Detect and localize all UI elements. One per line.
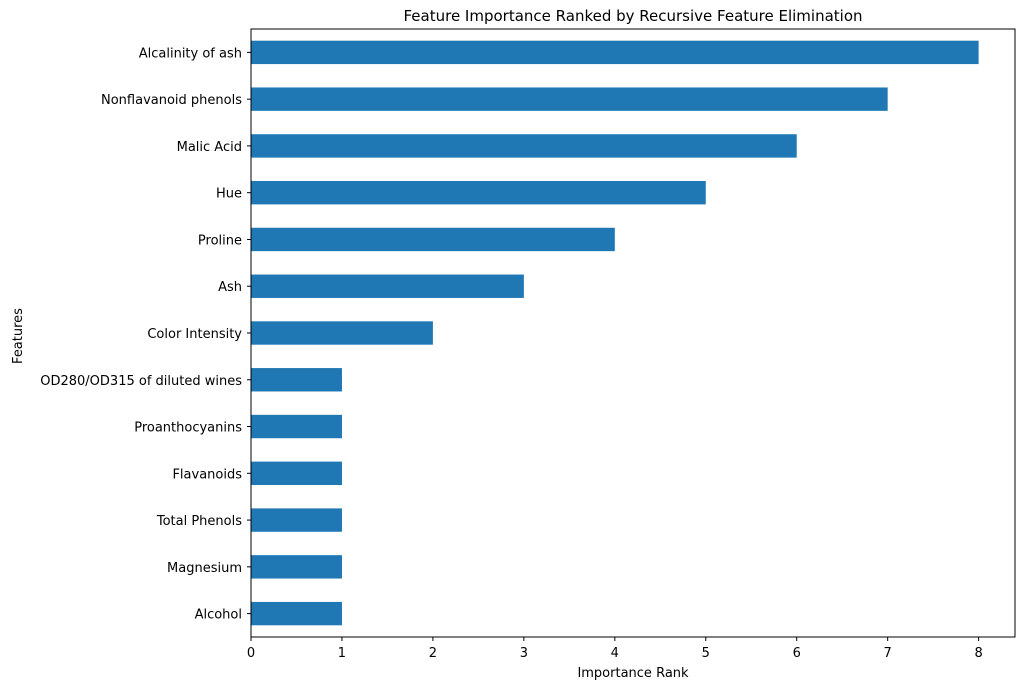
y-tick-label-alcohol: Alcohol — [195, 608, 242, 623]
y-tick-label-flavanoids: Flavanoids — [172, 467, 242, 482]
bar-proanthocyanins — [251, 414, 342, 439]
plot-frame — [250, 28, 1016, 638]
y-tick-label-color-intensity: Color Intensity — [147, 327, 242, 342]
x-tick-label-8: 8 — [974, 646, 982, 661]
bar-alcalinity-of-ash — [251, 40, 979, 65]
x-tick-label-3: 3 — [520, 646, 528, 661]
bar-malic-acid — [251, 134, 797, 158]
y-tick-label-od280-od315-of-diluted-wines: OD280/OD315 of diluted wines — [40, 374, 242, 389]
bar-proline — [251, 227, 615, 252]
bar-color-intensity — [251, 321, 433, 345]
y-tick-label-proline: Proline — [198, 233, 242, 248]
x-tick-label-1: 1 — [338, 646, 346, 661]
y-tick-label-hue: Hue — [216, 187, 242, 202]
x-axis-ticks: 0 1 2 3 4 5 6 7 8 — [247, 637, 983, 661]
bar-flavanoids — [251, 461, 342, 485]
x-tick-label-2: 2 — [429, 646, 437, 661]
bar-od280-od315-of-diluted-wines — [251, 368, 342, 392]
y-axis-label: Features — [11, 308, 26, 364]
x-axis-label: Importance Rank — [577, 666, 689, 681]
y-tick-label-total-phenols: Total Phenols — [156, 514, 242, 529]
bar-hue — [251, 181, 706, 205]
bar-total-phenols — [251, 508, 342, 532]
y-tick-label-ash: Ash — [218, 280, 242, 295]
y-tick-label-alcalinity-of-ash: Alcalinity of ash — [139, 46, 242, 61]
x-tick-label-4: 4 — [611, 646, 619, 661]
bars-group — [251, 40, 979, 626]
bar-magnesium — [251, 555, 342, 579]
x-tick-label-7: 7 — [884, 646, 892, 661]
y-tick-label-magnesium: Magnesium — [167, 561, 242, 576]
y-tick-label-malic-acid: Malic Acid — [177, 140, 242, 155]
bar-ash — [251, 274, 524, 298]
x-tick-label-6: 6 — [793, 646, 801, 661]
y-tick-label-proanthocyanins: Proanthocyanins — [134, 421, 242, 436]
bar-alcohol — [251, 601, 342, 626]
y-axis-ticks: Alcohol Magnesium Total Phenols Flavanoids P… — [40, 46, 251, 623]
chart-title: Feature Importance Ranked by Recursive F… — [403, 7, 862, 25]
bar-nonflavanoid-phenols — [251, 87, 888, 111]
x-tick-label-0: 0 — [247, 646, 255, 661]
x-tick-label-5: 5 — [702, 646, 710, 661]
y-tick-label-nonflavanoid-phenols: Nonflavanoid phenols — [101, 93, 242, 108]
